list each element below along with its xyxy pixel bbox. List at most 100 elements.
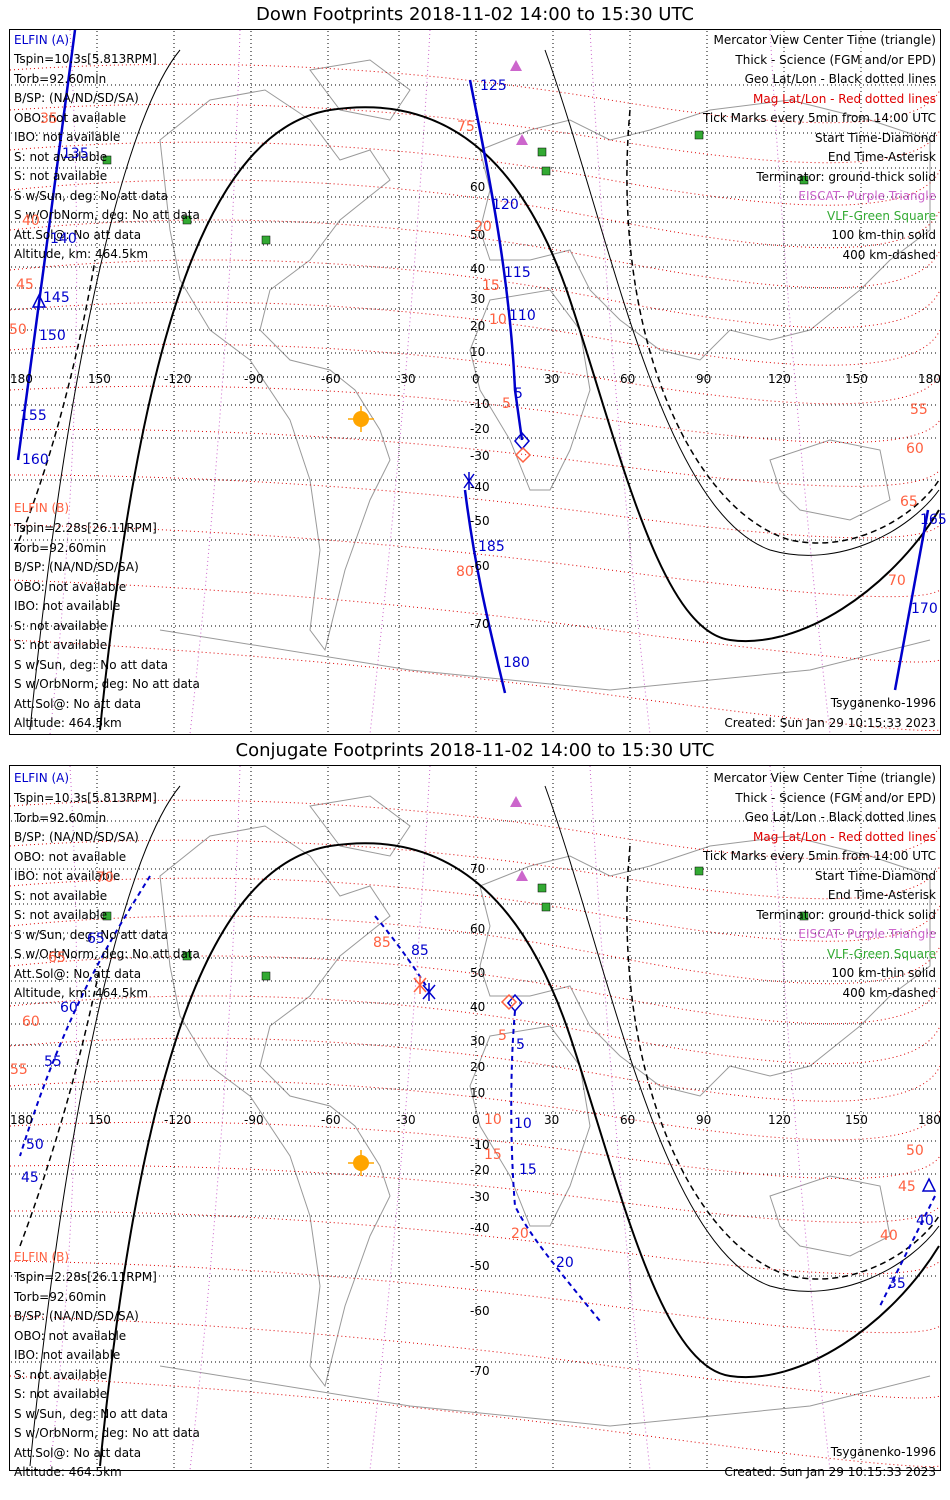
vlf-square (799, 175, 809, 185)
tick-label: 40 (916, 1213, 934, 1229)
lat-label: -70 (470, 617, 490, 631)
info-line: S: not available (14, 169, 108, 183)
legend-item: Tick Marks every 5min from 14:00 UTC (702, 111, 936, 125)
tick-label: 20 (556, 1255, 574, 1271)
lon-label: 120 (768, 372, 791, 386)
lon-label: -30 (396, 1113, 416, 1127)
tick-label: 10 (484, 1112, 502, 1128)
info-line: Tspin=2.28s[26.11RPM] (14, 521, 157, 535)
mag-grid (10, 799, 940, 1468)
tick-label: 15 (519, 1162, 537, 1178)
legend-item: End Time-Asterisk (827, 888, 936, 902)
lon-label: -90 (244, 372, 264, 386)
lat-label: 40 (470, 1000, 486, 1014)
tick-label: 50 (9, 322, 27, 338)
tick-label: 35 (888, 1276, 906, 1292)
tick-label: 65 (900, 494, 918, 510)
info-line: OBO: not available (14, 849, 127, 864)
created-label: Created: Sun Jan 29 10:15:33 2023 (724, 1465, 936, 1479)
legend-item: Geo Lat/Lon - Black dotted lines (744, 72, 936, 86)
tick-label: 65 (87, 931, 105, 947)
vlf-square (694, 866, 704, 876)
mag-meridians (49, 30, 831, 734)
lon-label: -30 (396, 372, 416, 386)
eiscat-triangle (510, 796, 522, 807)
vlf-square (537, 147, 547, 157)
model-label: Tsyganenko-1996 (830, 696, 936, 710)
info-line: Altitude, km: 464.5km (14, 986, 149, 1000)
tick-label: 80 (456, 564, 474, 580)
info-line: S w/Sun, deg: No att data (14, 927, 168, 942)
lat-label: -60 (470, 1304, 490, 1318)
lon-label: 180 (10, 372, 33, 386)
tick-label: 60 (60, 1000, 78, 1016)
lat-label: 60 (470, 922, 486, 936)
track-elfin-a-dashed (374, 915, 431, 993)
lon-label: 150 (845, 372, 868, 386)
vlf-square (799, 911, 809, 921)
lat-label: -50 (470, 1259, 490, 1273)
tick-label: 55 (10, 1062, 28, 1078)
sat-a-name: ELFIN (A) (14, 33, 70, 47)
info-line: S: not available (14, 908, 108, 922)
lon-label: 90 (696, 1113, 712, 1127)
info-line: S w/OrbNorm, deg: No att data (14, 677, 200, 691)
lat-label: -40 (470, 1221, 490, 1235)
info-line: S w/Sun, deg: No att data (14, 657, 168, 672)
terminator-ground (99, 842, 940, 1467)
vlf-square (537, 883, 547, 893)
legend-item: Mercator View Center Time (triangle) (713, 771, 936, 785)
info-line: Tspin=10.3s[5.813RPM] (14, 52, 157, 66)
panel-title-conjugate: Conjugate Footprints 2018-11-02 14:00 to… (235, 740, 715, 761)
tick-label: 140 (50, 231, 77, 247)
lon-label: -120 (164, 372, 192, 386)
sat-a-info: Tspin=10.3s[5.813RPM] Torb=92.60min B/SP… (14, 789, 200, 1004)
sun-rays (348, 406, 374, 432)
info-line: Att.Sol@: No att data (14, 227, 142, 242)
info-line: B/SP: (NA/ND/SD/SA) (14, 91, 139, 105)
lat-label: -50 (470, 514, 490, 528)
lat-label: -30 (470, 449, 490, 463)
legend: Mercator View Center Time (triangle) Thi… (703, 31, 936, 265)
tick-label: 135 (62, 146, 89, 162)
lon-label: -120 (164, 1113, 192, 1127)
tick-label: 70 (888, 573, 906, 589)
info-line: IBO: not available (14, 1348, 121, 1362)
tick-label: 160 (22, 452, 49, 468)
tick-label: 50 (26, 1137, 44, 1153)
lon-label: 60 (620, 1113, 636, 1127)
vlf-square (102, 911, 112, 921)
lat-label: 60 (470, 180, 486, 194)
lat-label: 10 (470, 1086, 486, 1100)
sun-rays (348, 1150, 374, 1176)
terminator-100km-east (544, 785, 940, 1292)
lon-label: 0 (472, 1113, 480, 1127)
tick-label: 145 (43, 290, 70, 306)
terminator-100km (29, 785, 181, 1467)
info-line: Torb=92.60min (14, 1289, 107, 1304)
lat-label: -60 (470, 559, 490, 573)
sat-a-info: Tspin=10.3s[5.813RPM] Torb=92.60min B/SP… (14, 50, 200, 265)
vlf-square (182, 215, 192, 225)
track-elfin-b (463, 489, 507, 694)
geo-grid (11, 767, 939, 1469)
info-line: S: not available (14, 618, 108, 633)
tick-label: 75 (457, 119, 475, 135)
tick-label: 40 (880, 1228, 898, 1244)
tick-label: 165 (920, 512, 947, 528)
info-line: S: not available (14, 638, 108, 652)
mag-meridians (49, 766, 831, 1470)
vlf-square (541, 902, 551, 912)
tick-label: 85 (411, 943, 429, 959)
legend-item: Geo Lat/Lon - Black dotted lines (744, 810, 936, 824)
tick-label: 45 (898, 1179, 916, 1195)
center-triangle (31, 293, 47, 308)
lon-label: 0 (472, 372, 480, 386)
track-elfin-a-main (468, 79, 524, 441)
legend-item: Thick - Science (FGM and/or EPD) (735, 52, 936, 67)
sat-b-name: ELFIN (B) (14, 1250, 70, 1264)
start-diamond (500, 993, 518, 1011)
vlf-square (694, 130, 704, 140)
lon-label: 30 (544, 1113, 560, 1127)
tick-label: 5 (514, 386, 523, 402)
